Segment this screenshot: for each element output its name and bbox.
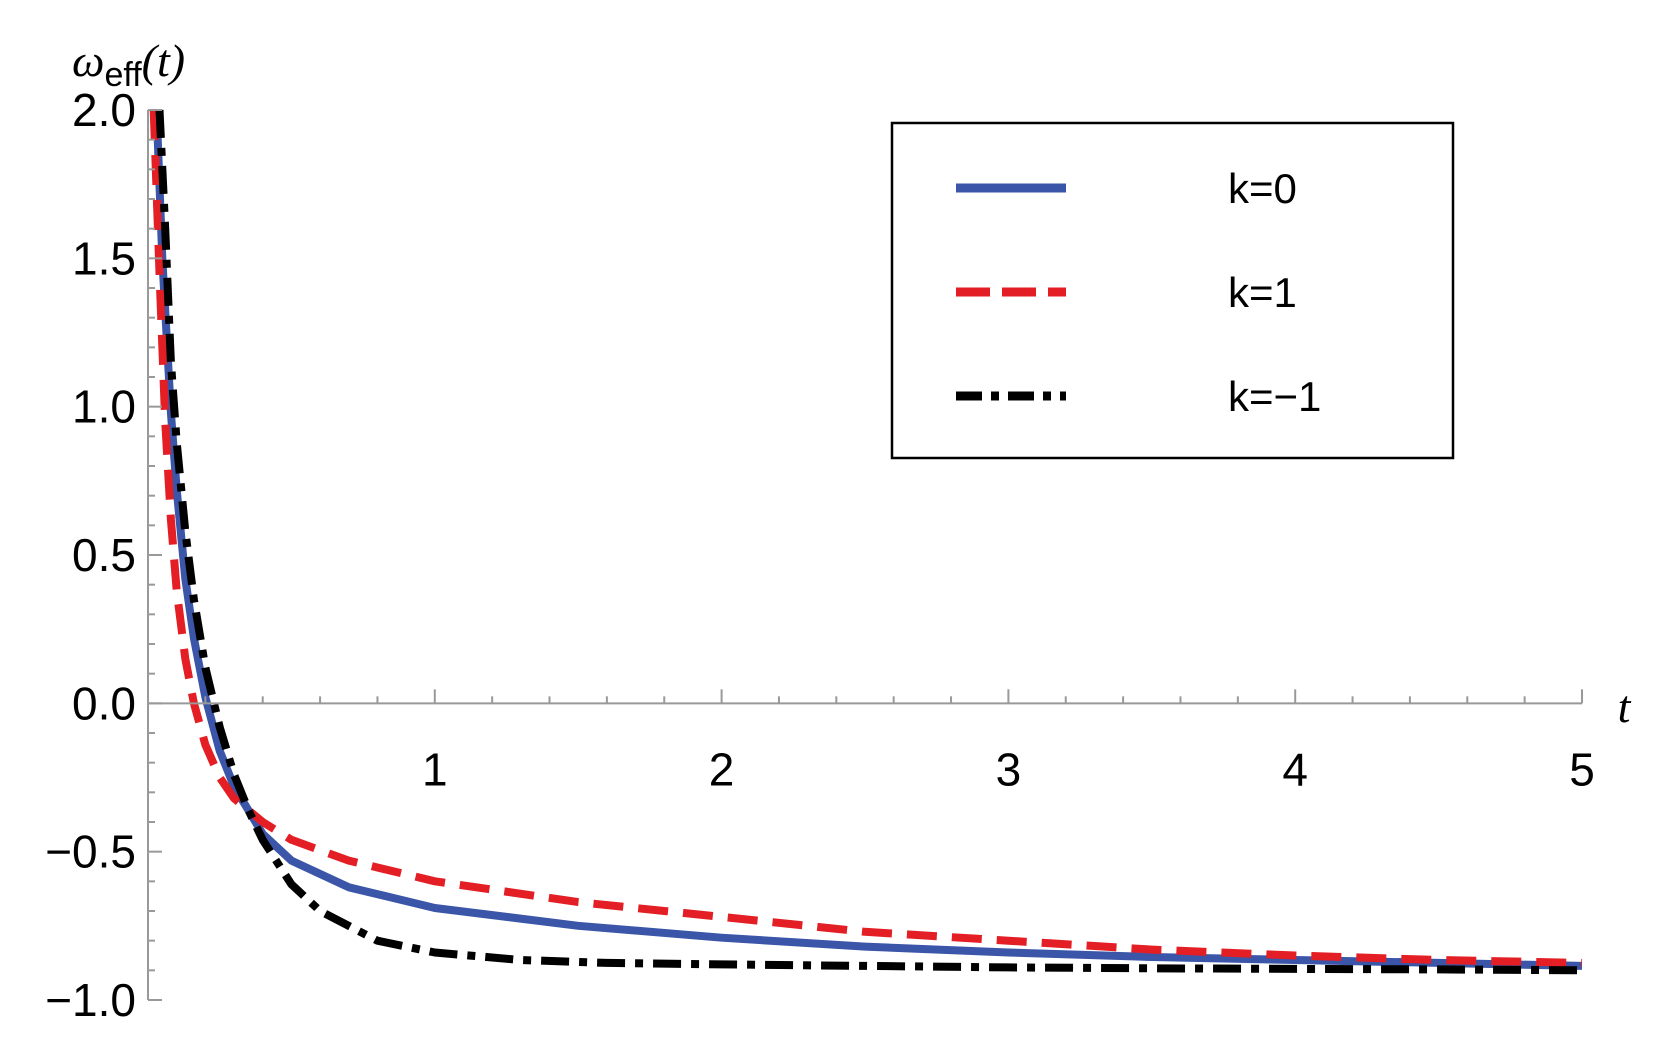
legend-items: k=0 k=1 k=−1: [956, 165, 1321, 420]
x-tick-label: 2: [709, 743, 735, 795]
x-tick-label: 4: [1282, 743, 1308, 795]
y-axis-title-main: ω: [72, 35, 104, 86]
y-tick-label: −0.5: [45, 826, 136, 878]
y-tick-label: 1.5: [72, 232, 136, 284]
y-ticks: −1.0 −0.5 0.0 0.5 1.0 1.5 2.0: [45, 84, 162, 1026]
legend-label-3: k=−1: [1228, 373, 1321, 420]
series-line-3: [155, 109, 1583, 975]
y-axis-title-arg: (t): [142, 35, 185, 86]
y-axis-title-sub: eff: [104, 56, 142, 94]
curves: [149, 109, 1583, 975]
x-ticks: 1 2 3 4 5: [204, 689, 1595, 795]
y-axis-title: ωeff(t): [72, 35, 185, 94]
x-axis-title: t: [1618, 681, 1632, 732]
legend-label-2: k=1: [1228, 269, 1297, 316]
y-tick-label: 0.0: [72, 677, 136, 729]
x-tick-label: 5: [1569, 743, 1595, 795]
y-tick-label: 0.5: [72, 529, 136, 581]
series-line-1: [152, 109, 1583, 970]
y-tick-label: −1.0: [45, 974, 136, 1026]
y-tick-label: 2.0: [72, 84, 136, 136]
x-tick-label: 1: [422, 743, 448, 795]
x-tick-label: 3: [996, 743, 1022, 795]
legend-label-1: k=0: [1228, 165, 1297, 212]
legend: k=0 k=1 k=−1: [890, 121, 1455, 460]
y-tick-label: 1.0: [72, 381, 136, 433]
axes: 1 2 3 4 5 −1.0 −0.5 0.0 0.5 1.0 1.5 2.0: [45, 84, 1595, 1026]
